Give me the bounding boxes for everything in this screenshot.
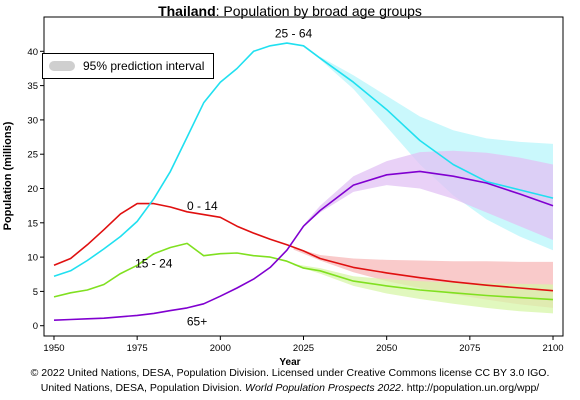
x-tick-label: 1950: [43, 343, 64, 354]
footer-source-title: World Population Prospects 2022: [245, 382, 401, 394]
series-label-15-24: 15 - 24: [135, 256, 173, 270]
series-label-65plus: 65+: [187, 315, 207, 329]
line-65plus: [53, 170, 554, 321]
y-tick-label: 30: [27, 115, 38, 126]
prediction-bands: [293, 56, 553, 314]
y-tick-label: 35: [27, 81, 38, 92]
series-label-25-64: 25 - 64: [275, 27, 313, 41]
x-tick-label: 2000: [210, 343, 231, 354]
legend-swatch: [49, 61, 75, 71]
footer-source-prefix: United Nations, DESA, Population Divisio…: [40, 382, 246, 394]
y-tick-label: 0: [33, 321, 38, 332]
footer-copyright: © 2022 United Nations, DESA, Population …: [30, 367, 550, 379]
y-tick-label: 40: [27, 47, 38, 58]
chart-title: Thailand: Population by broad age groups: [0, 3, 580, 19]
band-15-24: [293, 264, 553, 314]
y-tick-label: 15: [27, 218, 38, 229]
line-0-14: [53, 202, 554, 292]
line-15-24: [53, 242, 554, 301]
series-label-0-14: 0 - 14: [187, 199, 218, 213]
x-tick-label: 2100: [542, 343, 563, 354]
band-65plus: [303, 150, 553, 240]
legend-label: 95% prediction interval: [83, 59, 205, 73]
x-tick-label: 2075: [459, 343, 480, 354]
y-axis-label: Population (millions): [2, 121, 14, 231]
chart-title-subtitle: : Population by broad age groups: [215, 3, 422, 19]
x-tick-label: 2050: [376, 343, 397, 354]
x-tick-label: 2025: [293, 343, 314, 354]
x-axis-label: Year: [279, 357, 301, 368]
x-tick-label: 1975: [127, 343, 148, 354]
line-25-64: [53, 42, 554, 278]
y-tick-label: 25: [27, 150, 38, 161]
y-tick-label: 10: [27, 253, 38, 264]
chart-title-country: Thailand: [158, 3, 216, 19]
legend: 95% prediction interval: [42, 53, 214, 79]
series-lines: [53, 42, 554, 321]
footer-source-suffix: . http://population.un.org/wpp/: [400, 382, 540, 394]
footer-source: United Nations, DESA, Population Divisio…: [0, 382, 580, 394]
series-labels: 0 - 14 15 - 24 25 - 64 65+: [135, 27, 312, 329]
y-tick-label: 5: [33, 287, 38, 298]
y-tick-label: 20: [27, 184, 38, 195]
